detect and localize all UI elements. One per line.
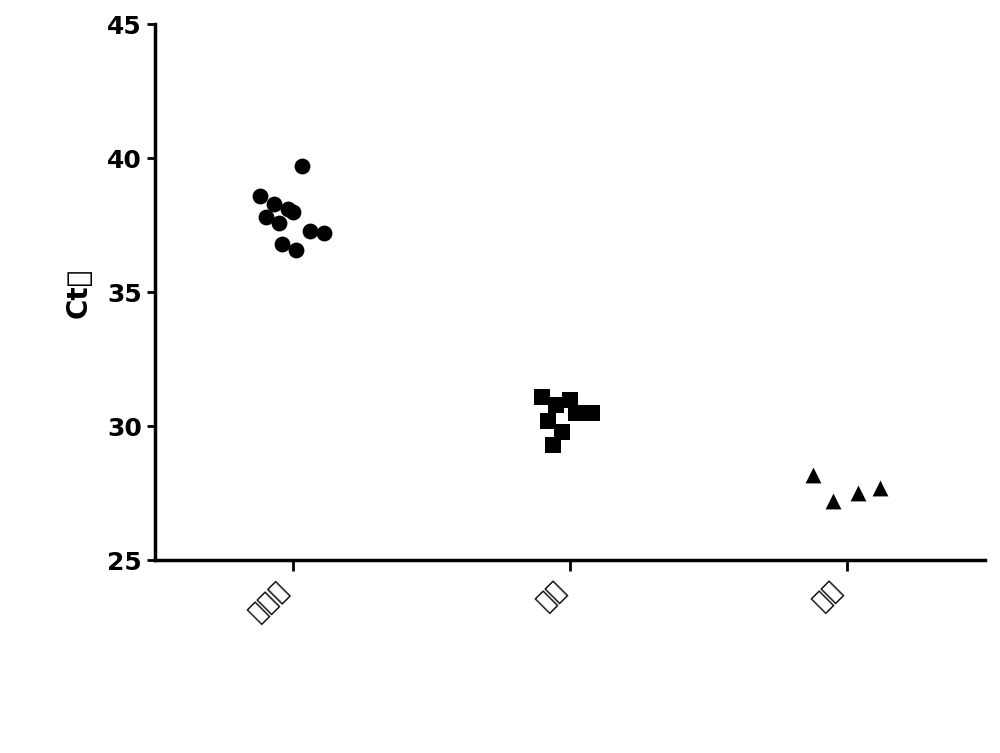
- Point: [302, 224, 318, 236]
- Point: [266, 198, 282, 210]
- Y-axis label: Ct値: Ct値: [65, 267, 93, 318]
- Point: [584, 407, 600, 419]
- Point: [258, 212, 274, 224]
- Point: [316, 227, 332, 239]
- Point: [252, 190, 268, 202]
- Point: [805, 468, 821, 480]
- Point: [872, 482, 888, 494]
- Point: [285, 206, 301, 218]
- Point: [545, 439, 561, 451]
- Point: [562, 394, 578, 406]
- Point: [294, 160, 310, 172]
- Point: [288, 243, 304, 255]
- Point: [534, 391, 550, 403]
- Point: [554, 425, 570, 437]
- Point: [274, 238, 290, 250]
- Point: [568, 407, 584, 419]
- Point: [850, 487, 866, 499]
- Point: [825, 495, 841, 508]
- Point: [271, 217, 287, 229]
- Point: [280, 203, 296, 215]
- Point: [540, 415, 556, 427]
- Point: [548, 399, 564, 411]
